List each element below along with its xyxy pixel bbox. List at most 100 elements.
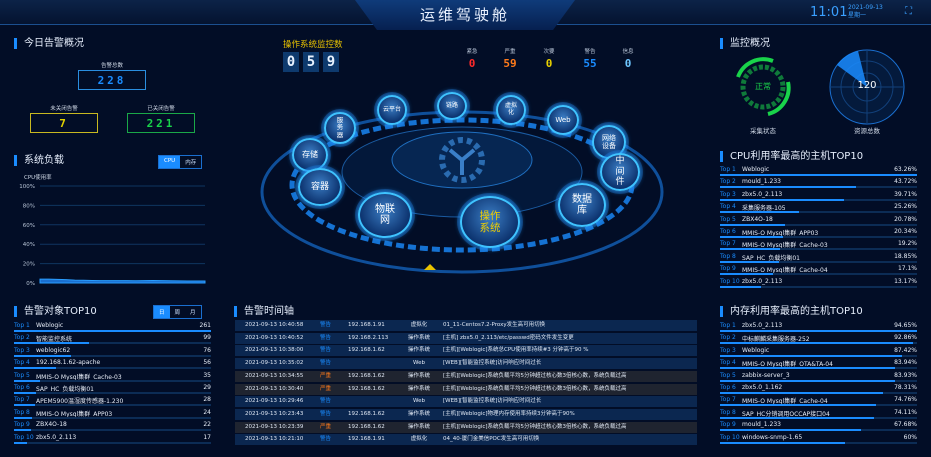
timeline-row[interactable]: 2021-09-13 10:40:52 警告 192.168.2.113 操作系统 [主… — [235, 332, 697, 344]
tab-week[interactable]: 周 — [174, 310, 181, 316]
timeline-time: 2021-09-13 10:23:43 — [245, 410, 304, 417]
severity-3: 警告 55 — [575, 47, 605, 70]
hub-node-os[interactable]: 操作系统 — [460, 196, 520, 248]
progress-fill — [720, 236, 784, 238]
severity-label: 警告 — [584, 49, 596, 55]
hub-node-storage[interactable]: 存储 — [292, 138, 328, 172]
list-item[interactable]: Top 6 SAP_HC_负载均衡01 29 — [14, 384, 211, 396]
timeline-level: 严重 — [320, 372, 332, 379]
hub-node-middleware[interactable]: 中间件 — [600, 153, 640, 191]
hub-node-database[interactable]: 数据库 — [558, 183, 606, 227]
rank-label: Top 9 — [720, 265, 736, 273]
timeline-row[interactable]: 2021-09-13 10:30:40 严重 192.168.1.62 操作系统 [主机… — [235, 383, 697, 395]
alarm-top-title: 告警对象TOP10 — [14, 306, 97, 317]
tab-month[interactable]: 月 — [190, 310, 196, 316]
list-item[interactable]: Top 9 mould_1.233 67.68% — [720, 421, 917, 433]
rank-label: Top 8 — [720, 252, 736, 260]
list-item[interactable]: Top 7 MMIS-O Mysql集群_Cache-04 74.76% — [720, 396, 917, 408]
item-value: 67.68% — [894, 421, 917, 429]
timeline-row[interactable]: 2021-09-13 10:29:46 警告 Web [WEB][智能监控系统]访问响… — [235, 396, 697, 408]
item-value: 22 — [203, 421, 211, 429]
timeline-row[interactable]: 2021-09-13 10:21:10 警告 192.168.1.91 虚拟化 04_4… — [235, 434, 697, 446]
cpu-top-title: CPU利用率最高的主机TOP10 — [720, 151, 863, 162]
list-item[interactable]: Top 4 192.168.1.62-apache 56 — [14, 359, 211, 371]
item-name: MMIS-O Mysql集群_Cache-04 — [742, 267, 828, 275]
resource-count: 120 — [857, 80, 877, 91]
resource-radar-gauge — [829, 49, 905, 125]
list-item[interactable]: Top 2 中标麒麟采集服务器-252 92.86% — [720, 334, 917, 346]
list-item[interactable]: Top 6 MMIS-O Mysql集群_APP03 20.34% — [720, 228, 917, 240]
progress-track — [720, 211, 917, 214]
timeline-time: 2021-09-13 10:40:52 — [245, 334, 304, 341]
list-item[interactable]: Top 2 mould_1.233 43.72% — [720, 178, 917, 190]
os-count-digit: 0 — [283, 52, 299, 72]
hub-node-link[interactable]: 链路 — [437, 92, 467, 120]
hub-node-web[interactable]: Web — [547, 105, 579, 135]
tab-day[interactable]: 日 — [154, 306, 170, 318]
list-item[interactable]: Top 1 Weblogic 63.26% — [720, 166, 917, 178]
list-item[interactable]: Top 10 windows-snmp-1.65 60% — [720, 434, 917, 446]
item-value: 20.78% — [894, 215, 917, 223]
progress-track — [14, 416, 211, 419]
list-item[interactable]: Top 4 MMIS-O Mysql集群_OTA&TA-04 83.94% — [720, 359, 917, 371]
item-value: 83.94% — [894, 359, 917, 367]
list-item[interactable]: Top 3 weblogic62 76 — [14, 347, 211, 359]
progress-fill — [720, 260, 779, 263]
progress-fill — [14, 404, 36, 407]
list-item[interactable]: Top 8 MMIS-O Mysql集群_APP03 24 — [14, 409, 211, 421]
timeline-row[interactable]: 2021-09-13 10:34:55 严重 192.168.1.62 操作系统 [主机… — [235, 370, 697, 382]
item-value: 20.34% — [894, 228, 917, 235]
hub-node-iot[interactable]: 物联网 — [358, 192, 412, 238]
list-item[interactable]: Top 9 ZBX4O-18 22 — [14, 421, 211, 433]
item-value: 74.11% — [894, 408, 917, 416]
clock-date: 2021-09-13 星期一 — [848, 4, 883, 20]
y-tick-label: 80% — [23, 203, 35, 209]
severity-value: 55 — [583, 57, 597, 70]
tab-memory[interactable]: 内存 — [185, 160, 197, 166]
list-item[interactable]: Top 1 Weblogic 261 — [14, 322, 211, 334]
list-item[interactable]: Top 10 zbx5.0_2.113 17 — [14, 434, 211, 446]
hub-node-virtualization[interactable]: 虚拟化 — [496, 95, 526, 125]
os-monitor-title: 操作系统监控数 — [283, 40, 343, 50]
timeline-row[interactable]: 2021-09-13 10:35:02 警告 Web [WEB][智能监控系统]访问响… — [235, 358, 697, 370]
timeline-type: 操作系统 — [407, 372, 430, 379]
list-item[interactable]: Top 3 Weblogic 87.42% — [720, 347, 917, 359]
timeline-msg: 04_40-厦门金美信POC发生高可用切换 — [443, 436, 540, 443]
timeline-row[interactable]: 2021-09-13 10:23:39 严重 192.168.1.62 操作系统 [主机… — [235, 421, 697, 433]
list-item[interactable]: Top 5 zabbix-server_3 83.93% — [720, 372, 917, 384]
os-count-digit: 9 — [323, 52, 339, 72]
list-item[interactable]: Top 6 zbx5.0_1.162 78.31% — [720, 384, 917, 396]
hub-node-cloud[interactable]: 云平台 — [377, 95, 407, 125]
rank-label: Top 9 — [14, 421, 30, 429]
item-name: weblogic62 — [36, 346, 71, 354]
list-item[interactable]: Top 3 zbx5.0_2.113 39.71% — [720, 191, 917, 203]
timeline-row[interactable]: 2021-09-13 10:23:43 警告 192.168.1.62 操作系统 [主机… — [235, 408, 697, 420]
item-value: 74.76% — [894, 396, 917, 404]
list-item[interactable]: Top 4 采集服务器-105 25.26% — [720, 203, 917, 215]
list-item[interactable]: Top 2 智能监控系统 99 — [14, 334, 211, 346]
fullscreen-icon[interactable]: ⛶ — [905, 6, 912, 17]
item-value: 17 — [203, 433, 211, 441]
hub-node-server[interactable]: 服务器 — [324, 112, 356, 144]
list-item[interactable]: Top 9 MMIS-O Mysql集群_Cache-04 17.1% — [720, 265, 917, 277]
item-name: ZBX4O-18 — [36, 421, 67, 429]
item-name: 智能监控系统 — [36, 336, 73, 344]
rank-label: Top 10 — [720, 433, 740, 441]
severity-label: 信息 — [622, 49, 634, 55]
timeline-row[interactable]: 2021-09-13 10:38:00 警告 192.168.1.62 操作系统 [主机… — [235, 345, 697, 357]
list-item[interactable]: Top 1 zbx5.0_2.113 94.65% — [720, 322, 917, 334]
hub-node-container[interactable]: 容器 — [298, 168, 342, 206]
list-item[interactable]: Top 8 SAP_HC_负载均衡01 18.85% — [720, 253, 917, 265]
list-item[interactable]: Top 5 ZBX4O-18 20.78% — [720, 216, 917, 228]
timeline-row[interactable]: 2021-09-13 10:40:58 警告 192.168.1.91 虚拟化 01_1… — [235, 320, 697, 331]
progress-fill — [720, 441, 845, 444]
list-item[interactable]: Top 5 MMIS-O Mysql集群_Cache-03 35 — [14, 372, 211, 384]
rank-label: Top 6 — [14, 384, 30, 391]
severity-value: 59 — [503, 57, 517, 70]
open-alarm-label: 未关闭告警 — [50, 106, 78, 112]
list-item[interactable]: Top 8 SAP_HC分销调用OCCAP接口04 74.11% — [720, 409, 917, 421]
list-item[interactable]: Top 7 MMIS-O Mysql集群_Cache-03 19.2% — [720, 240, 917, 252]
list-item[interactable]: Top 7 APEM5900温湿度传感器-1.230 28 — [14, 396, 211, 408]
list-item[interactable]: Top 10 zbx5.0_2.113 13.17% — [720, 278, 917, 290]
tab-cpu[interactable]: CPU — [159, 156, 181, 168]
